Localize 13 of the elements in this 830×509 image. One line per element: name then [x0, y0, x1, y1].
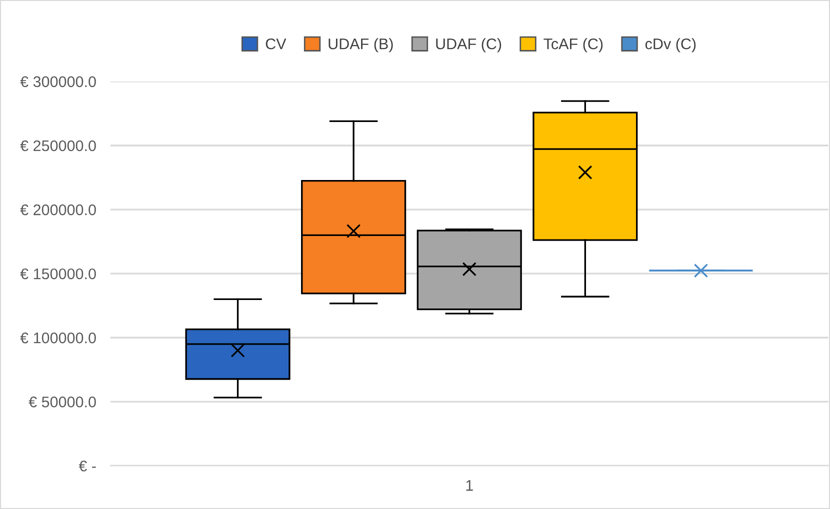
x-tick-label: 1: [466, 480, 473, 491]
y-tick-label: € 50000.0: [28, 396, 96, 408]
y-tick-label: € 300000.0: [20, 76, 96, 88]
y-tick-label: € 250000.0: [20, 140, 96, 152]
legend-label: CV: [266, 38, 286, 50]
y-tick-label: € 150000.0: [20, 268, 96, 280]
y-tick-label: € 100000.0: [20, 332, 96, 344]
legend-label: TcAF (C): [544, 38, 603, 52]
y-tick-label: € 200000.0: [20, 204, 96, 216]
legend-label: UDAF (B): [328, 38, 393, 52]
y-tick-label: € -: [78, 460, 96, 472]
legend-label: cDv (C): [645, 38, 696, 52]
legend-label: UDAF (C): [436, 38, 502, 52]
